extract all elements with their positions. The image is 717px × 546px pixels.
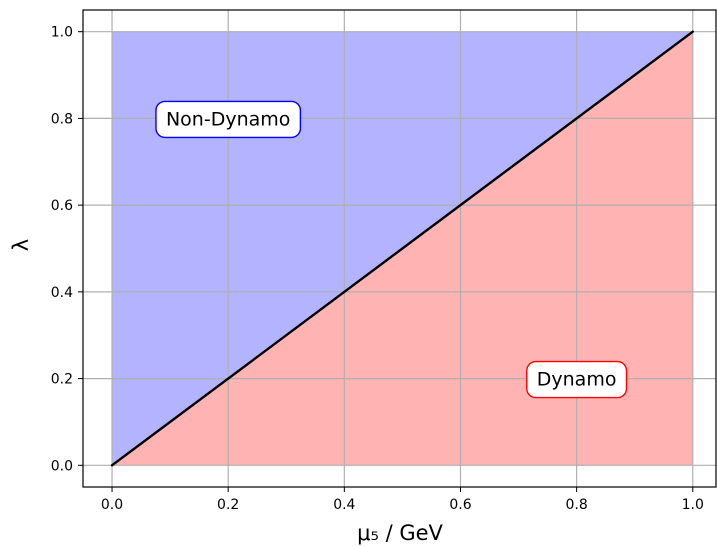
x-tick-label: 0.6 [449,497,471,513]
plot-frame [82,9,717,488]
line-layer [110,30,694,467]
y-tick-label: 0.8 [51,111,73,127]
label-text: Non-Dynamo [166,108,290,130]
x-tick-label: 0.4 [333,497,355,513]
y-axis-title: λ [9,239,33,251]
x-tick-label: 0.8 [565,497,587,513]
label-box [155,100,302,139]
x-tick-label: 1.0 [682,497,704,513]
y-tick-label: 0.0 [51,458,73,474]
x-tick-label: 0.0 [101,497,123,513]
x-ticks: 0.0 0.2 0.4 0.6 0.8 1.0 [101,487,704,513]
y-tick-label: 1.0 [51,25,73,41]
label-box [526,360,628,399]
region-label-dynamo: Dynamo [526,360,628,399]
label-text: Dynamo [537,369,617,391]
region-non-dynamo [112,31,693,466]
y-ticks: 0.0 0.2 0.4 0.6 0.8 1.0 [51,25,83,474]
x-axis-title: μ₅ / GeV [357,521,443,545]
y-tick-label: 0.4 [51,285,73,301]
x-tick-label: 0.2 [217,497,239,513]
boundary-line [110,30,694,467]
y-tick-label: 0.6 [51,198,73,214]
region-labels-layer: Non-Dynamo Dynamo [155,100,628,399]
y-tick-label: 0.2 [51,372,73,388]
region-label-non-dynamo: Non-Dynamo [155,100,302,139]
